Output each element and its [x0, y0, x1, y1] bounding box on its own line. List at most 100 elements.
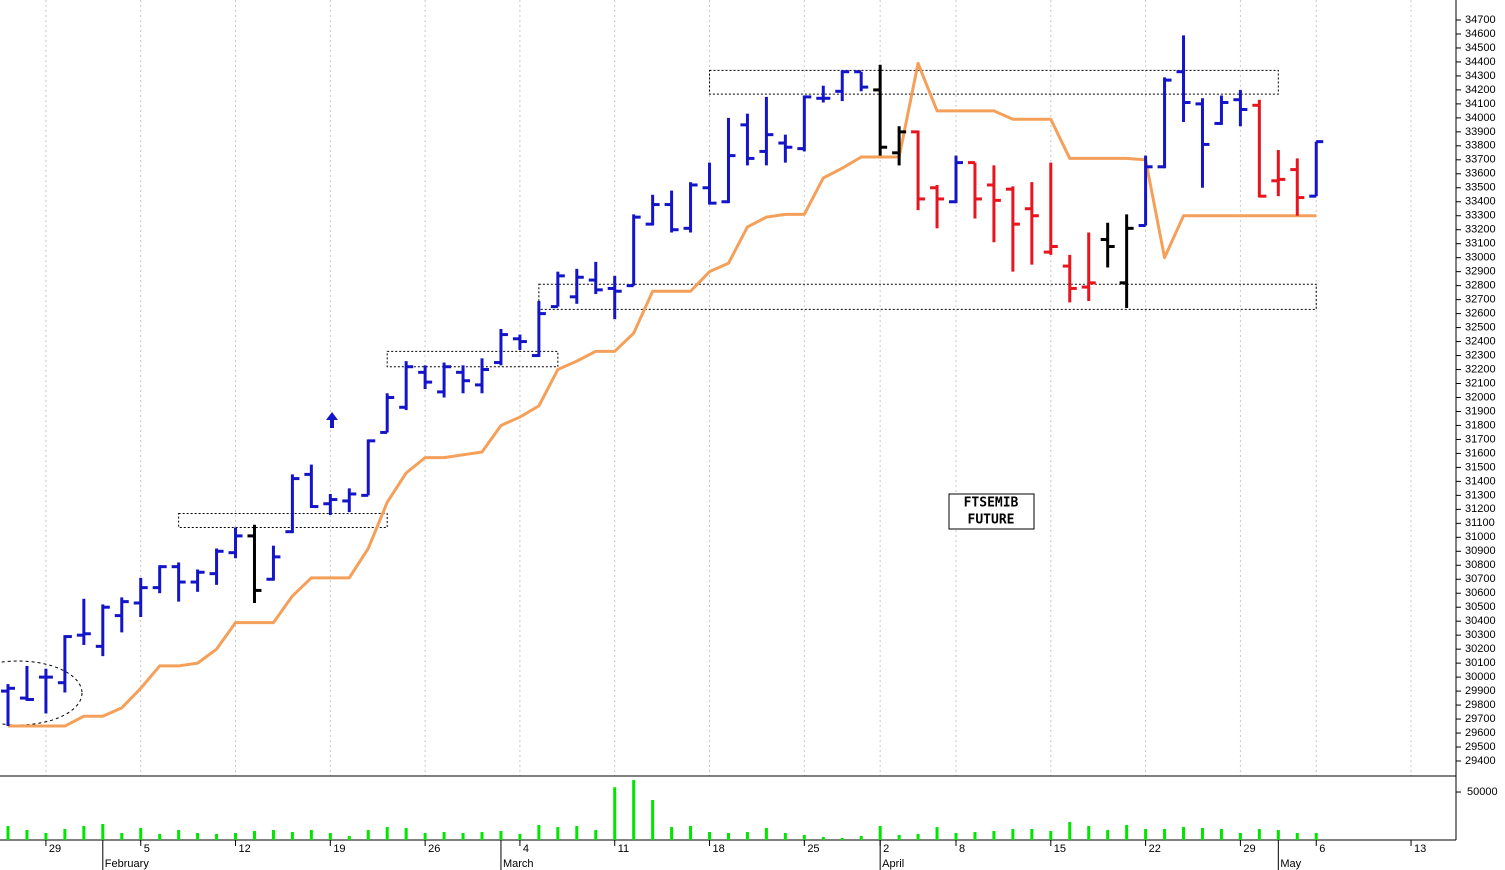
- y-tick-label: 33300: [1465, 210, 1496, 222]
- volume-bar: [461, 832, 465, 840]
- y-tick-label: 29800: [1465, 699, 1496, 711]
- price-zone: [709, 69, 1279, 95]
- volume-bar: [1030, 828, 1034, 840]
- y-tick-label: 32400: [1465, 335, 1496, 347]
- signal-arrow: [326, 412, 338, 428]
- x-tick-label: 6: [1319, 843, 1325, 855]
- volume-bar: [1200, 828, 1204, 840]
- y-tick-label: 32000: [1465, 391, 1496, 403]
- volume-bar: [328, 832, 332, 840]
- volume-bar: [670, 827, 674, 840]
- y-tick-label: 33400: [1465, 196, 1496, 208]
- annotation-text: FTSEMIB: [964, 496, 1019, 511]
- volume-bar: [916, 833, 920, 840]
- x-tick-label: 29: [49, 843, 61, 855]
- volume-bar: [385, 827, 389, 840]
- y-tick-label: 30900: [1465, 545, 1496, 557]
- y-tick-label: 31000: [1465, 531, 1496, 543]
- volume-bar: [271, 830, 275, 840]
- volume-bar: [1257, 828, 1261, 840]
- y-tick-label: 34000: [1465, 112, 1496, 124]
- volume-bar: [63, 828, 67, 840]
- y-tick-label: 34200: [1465, 84, 1496, 96]
- volume-bar: [1295, 832, 1299, 840]
- volume-bar: [954, 832, 958, 840]
- y-tick-label: 32100: [1465, 377, 1496, 389]
- grid-layer: [45, 0, 1412, 776]
- volume-bar: [613, 787, 617, 840]
- volume-bar: [1011, 828, 1015, 840]
- volume-bar: [1163, 828, 1167, 840]
- volume-bar: [992, 830, 996, 840]
- annotation-text: FUTURE: [968, 513, 1015, 528]
- x-tick-label: 15: [1054, 843, 1066, 855]
- y-tick-label: 30300: [1465, 629, 1496, 641]
- y-tick-label: 31800: [1465, 419, 1496, 431]
- volume-bar: [423, 832, 427, 840]
- y-tick-label: 30000: [1465, 671, 1496, 683]
- y-tick-label: 30200: [1465, 643, 1496, 655]
- x-tick-label: 26: [428, 843, 440, 855]
- y-tick-label: 29900: [1465, 685, 1496, 697]
- volume-bar: [726, 832, 730, 840]
- y-tick-label: 32600: [1465, 308, 1496, 320]
- y-tick-label: 29600: [1465, 727, 1496, 739]
- volume-bar: [1068, 821, 1072, 840]
- y-tick-label: 32300: [1465, 349, 1496, 361]
- volume-bar: [1276, 830, 1280, 840]
- volume-bar: [821, 837, 825, 840]
- volume-tick-label: 50000: [1467, 786, 1498, 798]
- volume-bar: [935, 827, 939, 840]
- y-tick-label: 31200: [1465, 503, 1496, 515]
- volume-bar: [499, 830, 503, 840]
- volume-bar: [366, 830, 370, 840]
- x-tick-label: 19: [333, 843, 345, 855]
- x-tick-label: 25: [807, 843, 819, 855]
- y-tick-label: 34100: [1465, 98, 1496, 110]
- volume-bar: [1144, 828, 1148, 840]
- y-tick-label: 34500: [1465, 42, 1496, 54]
- volume-bar: [139, 828, 143, 840]
- volume-bar: [708, 832, 712, 840]
- volume-bar: [594, 830, 598, 840]
- volume-bar: [840, 837, 844, 840]
- volume-bar: [764, 828, 768, 840]
- x-tick-label: 13: [1414, 843, 1426, 855]
- volume-bar: [480, 832, 484, 840]
- y-tick-label: 31300: [1465, 489, 1496, 501]
- x-tick-label: 4: [523, 843, 529, 855]
- y-tick-label: 32500: [1465, 321, 1496, 333]
- y-tick-label: 32700: [1465, 294, 1496, 306]
- y-tick-label: 29400: [1465, 755, 1496, 767]
- volume-bar: [215, 833, 219, 840]
- y-tick-label: 31600: [1465, 447, 1496, 459]
- month-label: March: [503, 858, 534, 870]
- month-label: February: [105, 858, 150, 870]
- y-tick-label: 32900: [1465, 266, 1496, 278]
- volume-bar: [1125, 825, 1129, 840]
- y-tick-label: 30500: [1465, 601, 1496, 613]
- volume-bar: [196, 832, 200, 840]
- volume-bar: [1087, 825, 1091, 840]
- volume-bar: [252, 830, 256, 840]
- y-tick-label: 30700: [1465, 573, 1496, 585]
- volume-bar: [802, 835, 806, 840]
- x-tick-label: 12: [239, 843, 251, 855]
- y-tick-label: 33100: [1465, 238, 1496, 250]
- y-tick-label: 34300: [1465, 70, 1496, 82]
- volume-bar: [1314, 832, 1318, 840]
- y-tick-label: 31500: [1465, 461, 1496, 473]
- volume-bar: [556, 827, 560, 840]
- volume-bar: [404, 828, 408, 840]
- volume-bar: [158, 833, 162, 840]
- x-tick-label: 2: [883, 843, 889, 855]
- volume-bar: [442, 832, 446, 840]
- y-tick-label: 31400: [1465, 475, 1496, 487]
- y-tick-label: 30600: [1465, 587, 1496, 599]
- month-label: May: [1280, 858, 1301, 870]
- volume-bar: [745, 832, 749, 840]
- volume-bar: [1049, 830, 1053, 840]
- stop-line: [8, 61, 1317, 728]
